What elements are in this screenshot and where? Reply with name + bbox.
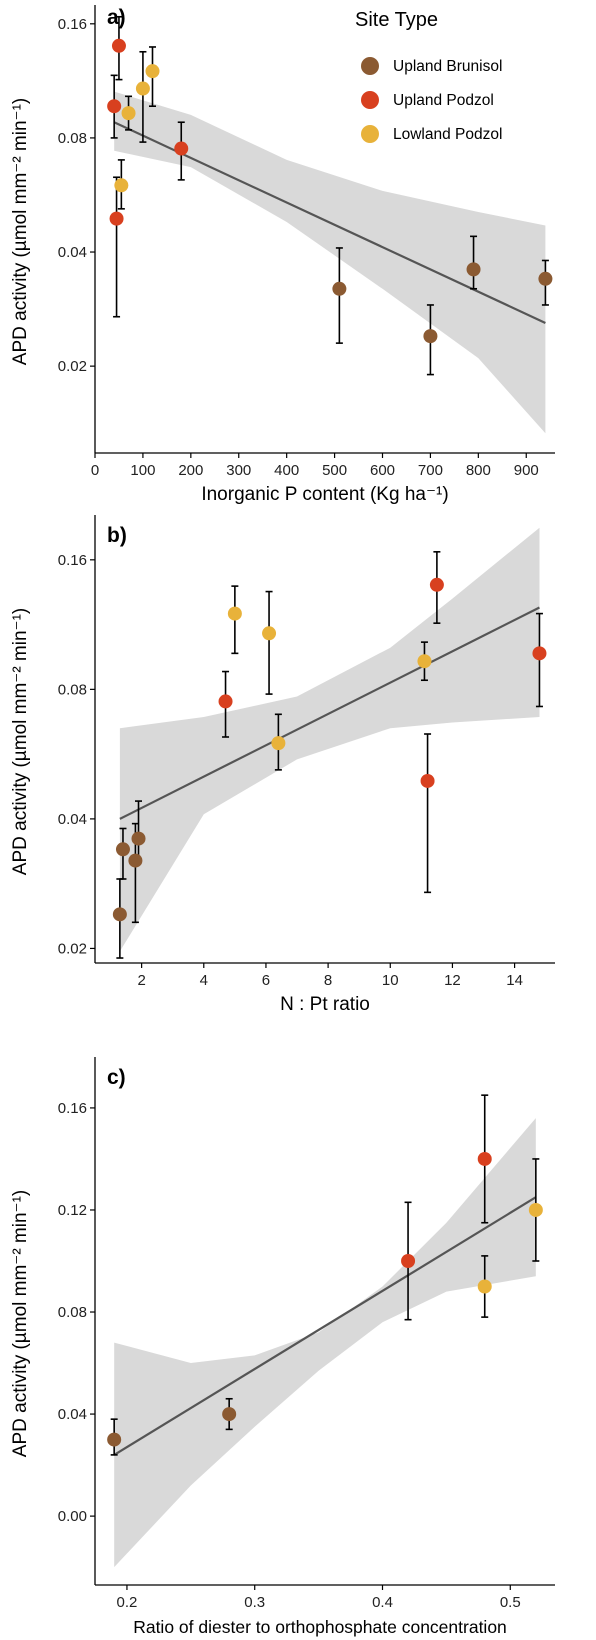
x-tick-label: 4 xyxy=(200,972,208,989)
legend-swatch xyxy=(361,91,379,109)
legend-item: Upland Brunisol xyxy=(361,57,502,75)
error-bar xyxy=(139,50,147,143)
data-point xyxy=(528,1202,543,1217)
x-axis-title: Inorganic P content (Kg ha⁻¹) xyxy=(201,484,448,505)
y-tick-label: 0.02 xyxy=(58,358,87,375)
data-point xyxy=(262,626,277,641)
x-axis-title: N : Pt ratio xyxy=(280,994,370,1015)
data-point xyxy=(222,1407,237,1422)
legend-item: Lowland Podzol xyxy=(361,125,502,143)
data-point xyxy=(417,654,432,669)
x-tick-label: 400 xyxy=(274,462,299,479)
y-tick-label: 0.16 xyxy=(58,552,87,569)
x-tick-label: 0.2 xyxy=(117,1594,138,1611)
data-point xyxy=(174,141,189,156)
x-tick-label: 14 xyxy=(506,972,523,989)
data-point xyxy=(466,262,481,277)
legend-swatch xyxy=(361,57,379,75)
data-point xyxy=(112,907,127,922)
legend-swatch xyxy=(361,125,379,143)
data-point xyxy=(538,271,553,286)
data-point xyxy=(532,646,547,661)
data-point xyxy=(429,577,444,592)
legend-label: Upland Podzol xyxy=(393,92,494,109)
x-tick-label: 0 xyxy=(91,462,99,479)
data-point xyxy=(128,853,143,868)
y-tick-label: 0.08 xyxy=(58,681,87,698)
panel-label: c) xyxy=(107,1066,126,1089)
data-point xyxy=(114,178,129,193)
regression-line xyxy=(119,606,540,820)
data-point xyxy=(420,773,435,788)
panel-c: 0.00 0.04 0.08 0.12 0.16 0.2 0.3 0.4 0.5 c) APD ac… xyxy=(10,1057,555,1637)
data-point xyxy=(477,1151,492,1166)
data-point xyxy=(131,831,146,846)
error-bar xyxy=(113,176,121,318)
y-axis-title: APD activity (µmol mm⁻² min⁻¹) xyxy=(10,1190,31,1457)
data-point xyxy=(477,1279,492,1294)
x-axis-title: Ratio of diester to orthophosphate conce… xyxy=(133,1617,507,1637)
confidence-band xyxy=(114,1118,536,1568)
panel-label: b) xyxy=(107,524,127,547)
y-axis-title: APD activity (µmol mm⁻² min⁻¹) xyxy=(10,608,31,875)
legend-label: Lowland Podzol xyxy=(393,126,502,143)
error-bar xyxy=(265,590,273,695)
legend-item: Upland Podzol xyxy=(361,91,494,109)
y-axis-title: APD activity (µmol mm⁻² min⁻¹) xyxy=(10,98,31,365)
x-tick-label: 600 xyxy=(370,462,395,479)
y-tick-label: 0.04 xyxy=(58,1406,87,1423)
x-tick-label: 200 xyxy=(178,462,203,479)
panel-a: 0.02 0.04 0.08 0.16 0 100 200 300 400 500 600 700 80… xyxy=(10,5,555,505)
data-point xyxy=(115,842,130,857)
x-tick-label: 6 xyxy=(262,972,270,989)
legend-label: Upland Brunisol xyxy=(393,58,502,75)
x-tick-label: 0.5 xyxy=(500,1594,521,1611)
data-point xyxy=(107,1432,122,1447)
x-tick-label: 12 xyxy=(444,972,461,989)
data-point xyxy=(109,211,124,226)
data-point xyxy=(423,329,438,344)
data-point xyxy=(271,736,286,751)
y-tick-label: 0.08 xyxy=(58,130,87,147)
data-point xyxy=(218,694,233,709)
y-tick-label: 0.04 xyxy=(58,244,87,261)
data-point xyxy=(401,1253,416,1268)
data-point xyxy=(332,281,347,296)
x-tick-label: 0.3 xyxy=(244,1594,265,1611)
y-tick-label: 0.00 xyxy=(58,1508,87,1525)
y-tick-label: 0.16 xyxy=(58,1100,87,1117)
y-tick-label: 0.12 xyxy=(58,1202,87,1219)
x-tick-label: 800 xyxy=(466,462,491,479)
x-tick-label: 500 xyxy=(322,462,347,479)
x-tick-label: 300 xyxy=(226,462,251,479)
data-point xyxy=(111,38,126,53)
legend-title: Site Type xyxy=(355,9,438,31)
data-point xyxy=(121,106,136,121)
confidence-band xyxy=(119,527,540,952)
panel-label: a) xyxy=(107,6,126,29)
legend: Site Type Upland Brunisol Upland Podzol Low… xyxy=(355,9,502,143)
data-point xyxy=(107,99,122,114)
x-tick-label: 700 xyxy=(418,462,443,479)
regression-line xyxy=(113,1196,537,1456)
data-point xyxy=(135,81,150,96)
x-tick-label: 8 xyxy=(324,972,332,989)
x-tick-label: 900 xyxy=(514,462,539,479)
y-tick-label: 0.08 xyxy=(58,1304,87,1321)
data-point xyxy=(145,64,160,79)
x-tick-label: 0.4 xyxy=(372,1594,393,1611)
y-tick-label: 0.02 xyxy=(58,940,87,957)
x-tick-label: 2 xyxy=(137,972,145,989)
error-bar xyxy=(424,733,432,894)
y-tick-label: 0.04 xyxy=(58,811,87,828)
x-tick-label: 10 xyxy=(382,972,399,989)
y-tick-label: 0.16 xyxy=(58,16,87,33)
panel-b: 0.02 0.04 0.08 0.16 2 4 6 8 10 12 14 b) APD activity… xyxy=(10,515,555,1015)
data-point xyxy=(227,606,242,621)
x-tick-label: 100 xyxy=(130,462,155,479)
confidence-band xyxy=(114,91,546,434)
